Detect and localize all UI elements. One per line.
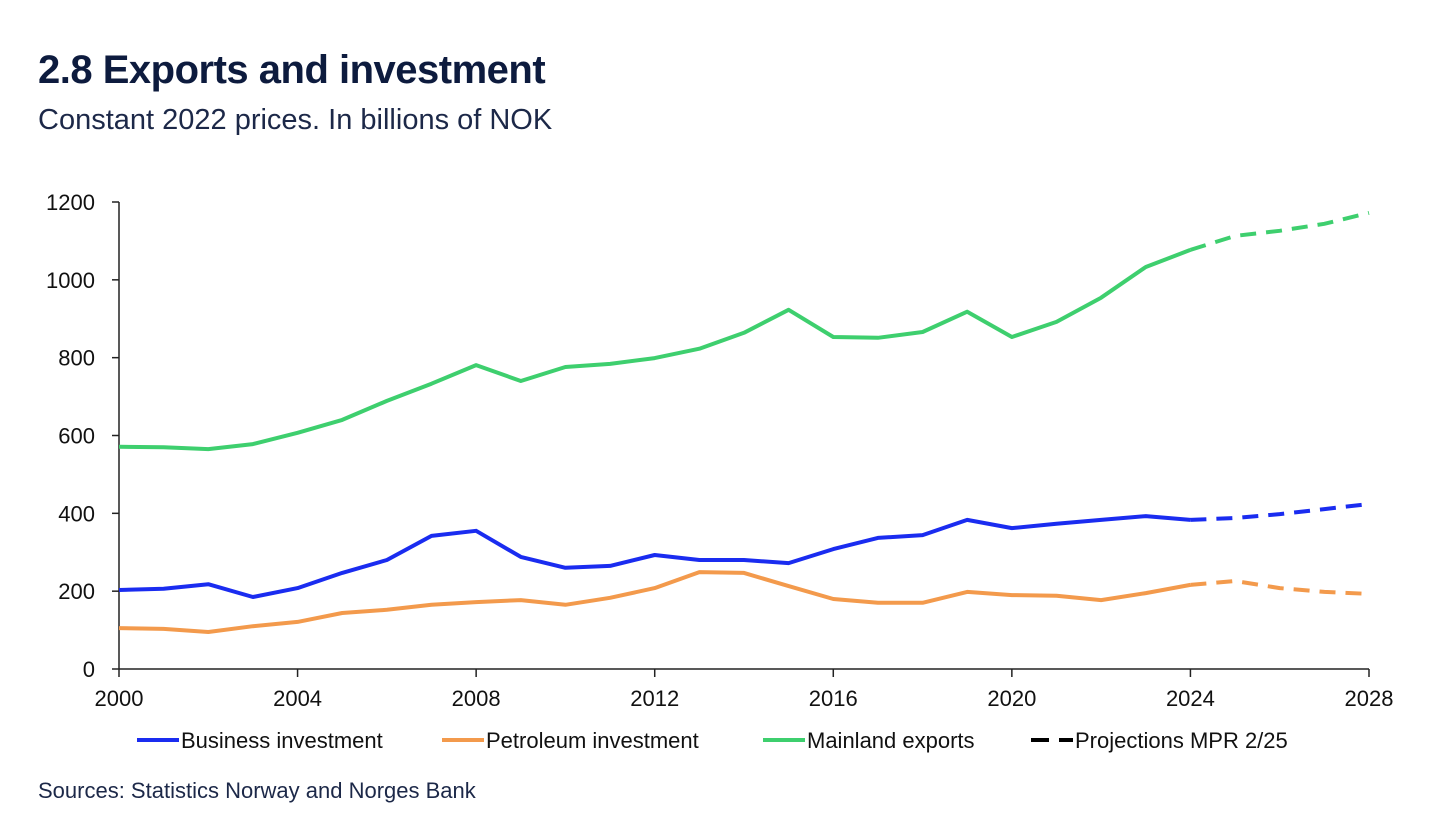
x-tick-label: 2020 xyxy=(987,686,1036,711)
y-tick-label: 200 xyxy=(58,579,95,604)
y-tick-label: 800 xyxy=(58,346,95,371)
y-tick-label: 600 xyxy=(58,424,95,449)
x-tick-label: 2024 xyxy=(1166,686,1215,711)
business-investment-line xyxy=(118,514,1191,599)
x-tick-label: 2000 xyxy=(95,686,144,711)
petroleum-investment-line xyxy=(118,570,1191,634)
y-tick-label: 400 xyxy=(58,501,95,526)
x-tick-label: 2004 xyxy=(273,686,322,711)
y-tick-label: 0 xyxy=(83,657,95,682)
chart-subtitle: Constant 2022 prices. In billions of NOK xyxy=(38,104,553,136)
x-tick-label: 2016 xyxy=(809,686,858,711)
x-tick-label: 2008 xyxy=(452,686,501,711)
legend-label: Mainland exports xyxy=(807,728,975,753)
chart-title: 2.8 Exports and investment xyxy=(38,48,546,92)
petroleum-investment-projection-line xyxy=(1190,578,1370,596)
y-tick-label: 1000 xyxy=(46,268,95,293)
legend-label: Business investment xyxy=(181,728,383,753)
x-tick-label: 2012 xyxy=(630,686,679,711)
legend-label: Petroleum investment xyxy=(486,728,699,753)
x-tick-label: 2028 xyxy=(1345,686,1394,711)
mainland-exports-projection-line xyxy=(1189,210,1370,252)
y-tick-label: 1200 xyxy=(46,190,95,215)
mainland-exports-line xyxy=(118,248,1192,452)
business-investment-projection-line xyxy=(1190,502,1370,522)
chart-source: Sources: Statistics Norway and Norges Ba… xyxy=(38,778,476,803)
legend-label: Projections MPR 2/25 xyxy=(1075,728,1288,753)
